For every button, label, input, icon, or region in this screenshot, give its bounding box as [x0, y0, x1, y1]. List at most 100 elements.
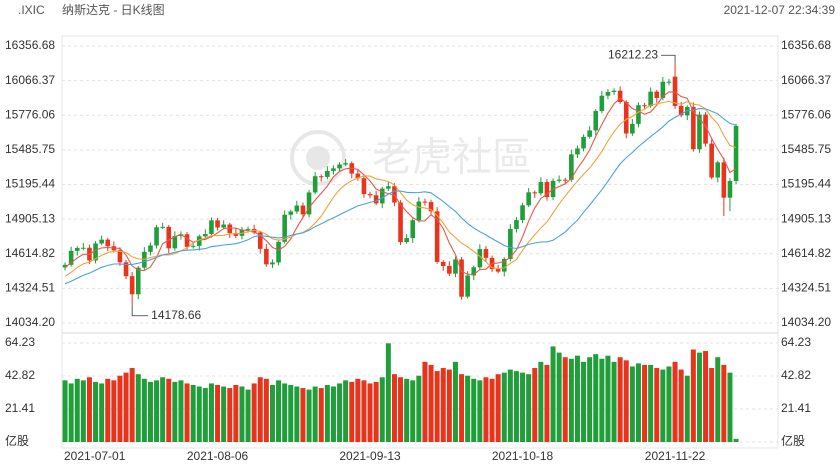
volume-bar [141, 378, 147, 442]
candle-body [245, 228, 251, 230]
y-tick-label-right: 14614.82 [781, 246, 831, 260]
candle-body [172, 236, 178, 249]
candle-body [471, 267, 477, 276]
volume-bar [654, 368, 660, 442]
volume-bar [215, 384, 221, 442]
y-tick-label: 16066.37 [5, 73, 55, 87]
x-tick-label: 2021-10-18 [492, 449, 554, 463]
volume-bar [477, 380, 483, 442]
volume-bar [80, 380, 86, 442]
volume-bar [391, 374, 397, 442]
candle-body [270, 262, 275, 265]
candle-body [154, 227, 159, 246]
volume-bar [526, 374, 532, 442]
volume-bar [62, 380, 68, 442]
volume-bar [135, 374, 141, 442]
volume-bar [404, 378, 410, 442]
candle-body [434, 211, 440, 262]
volume-bar [68, 383, 74, 442]
candle-body [355, 173, 361, 179]
y-tick-label: 14034.20 [5, 315, 55, 329]
volume-bar [324, 384, 330, 442]
candle-body [684, 107, 690, 116]
volume-bar [605, 355, 611, 442]
x-tick-label: 2021-08-06 [187, 449, 249, 463]
annotation-leader [131, 305, 149, 317]
candle-body [276, 241, 281, 263]
symbol: .IXIC [18, 3, 45, 17]
volume-bar [581, 361, 587, 442]
volume-bar [129, 368, 135, 442]
candle-body [404, 238, 409, 243]
candle-body [447, 266, 452, 274]
volume-bar [257, 377, 263, 442]
volume-bar [349, 381, 355, 442]
candle-body [532, 192, 538, 194]
candle-body [215, 220, 220, 228]
volume-bar [452, 361, 458, 442]
candle-body [123, 262, 129, 277]
candle-body [569, 154, 574, 180]
watermark: 老虎社區 [372, 136, 532, 180]
candle-body [367, 194, 373, 196]
volume-bar [196, 386, 202, 442]
volume-bar [99, 383, 105, 442]
candle-body [556, 179, 562, 181]
candle-body [93, 243, 98, 261]
volume-bar [318, 388, 324, 442]
candle-body [209, 220, 214, 235]
volume-bar [593, 354, 599, 442]
candle-body [562, 179, 568, 181]
volume-bar [398, 377, 404, 442]
volume-bar [684, 375, 690, 442]
candle-body [587, 130, 592, 137]
candle-body [306, 192, 312, 215]
candle-body [630, 123, 635, 134]
candle-body [459, 259, 464, 297]
candle-body [617, 90, 623, 103]
y-tick-label: 64.23 [5, 335, 35, 349]
candle-body [81, 247, 86, 249]
candle-body [392, 186, 397, 203]
candle-body [678, 105, 684, 116]
volume-bar [202, 388, 208, 442]
plot-frame [61, 35, 779, 449]
volume-bar [562, 357, 568, 442]
volume-bar [446, 369, 452, 442]
candle-body [465, 275, 470, 297]
volume-bar [221, 386, 227, 442]
candle-body [508, 228, 513, 259]
volume-bar [733, 438, 739, 442]
candle-body [666, 81, 672, 83]
candle-body [361, 178, 367, 195]
volume-bar [489, 378, 495, 442]
volume-bar [715, 357, 721, 442]
volume-bar [422, 361, 428, 442]
candle-body [160, 226, 165, 228]
candle-body [636, 105, 641, 124]
candle-body [74, 248, 80, 251]
moving-average-line [64, 91, 737, 276]
volume-bar [623, 360, 629, 442]
volume-bar [520, 372, 526, 442]
candle-body [495, 269, 501, 272]
volume-bar [459, 374, 465, 442]
candle-body [129, 276, 135, 295]
volume-bar [471, 378, 477, 442]
candle-body [453, 259, 458, 274]
y-tick-label: 15195.44 [5, 177, 55, 191]
y-tick-label-right: 42.82 [781, 368, 811, 382]
volume-bar [233, 384, 239, 442]
candle-body [325, 170, 330, 177]
volume-bar [294, 386, 300, 442]
volume-bar [727, 372, 733, 442]
candle-body [654, 91, 660, 98]
volume-bar [367, 383, 373, 442]
candle-body [337, 164, 342, 169]
volume-bar [635, 363, 641, 442]
volume-bar [263, 378, 269, 442]
candle-body [410, 220, 416, 239]
volume-bar [117, 375, 123, 442]
y-tick-label: 15485.75 [5, 142, 55, 156]
